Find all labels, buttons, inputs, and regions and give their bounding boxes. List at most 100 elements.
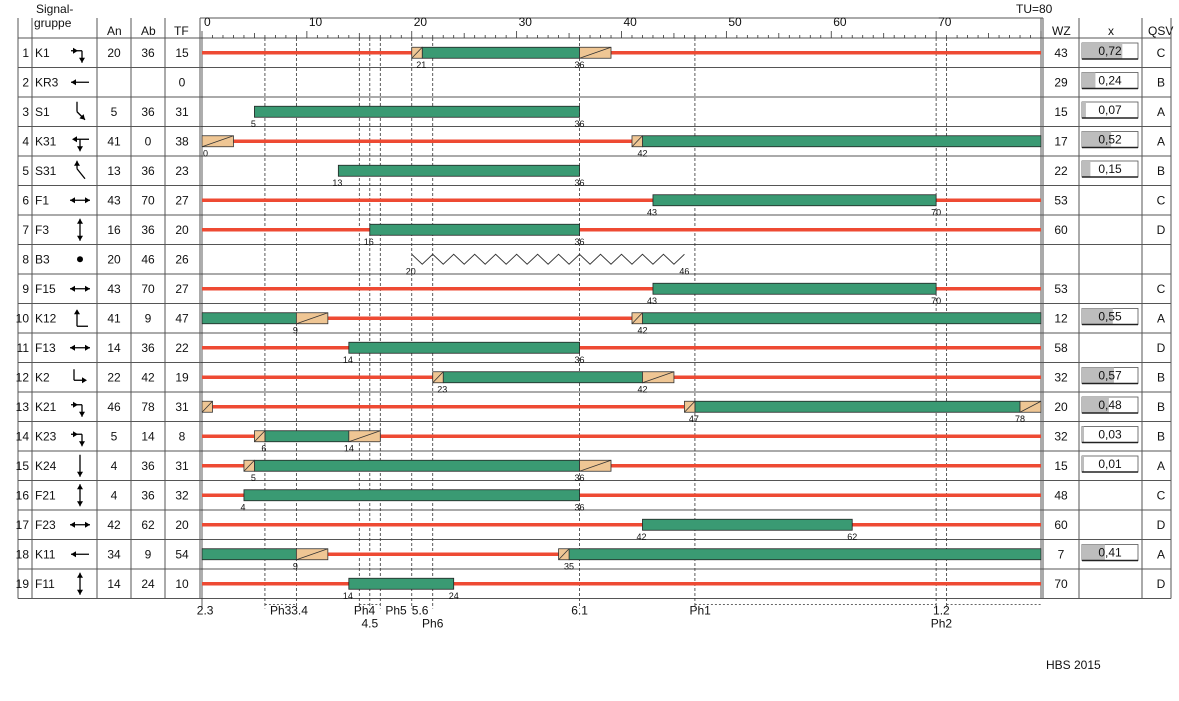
time-tick-label: 0 (204, 15, 211, 29)
cell-tf: 31 (175, 400, 189, 414)
cell-tf: 0 (179, 75, 186, 89)
signal-group-name: K31 (35, 134, 57, 148)
icon-arrowhead (70, 521, 75, 528)
cell-an: 14 (107, 577, 121, 591)
signal-group-name: S31 (35, 164, 57, 178)
green-bar (642, 518, 853, 531)
row-number: 15 (16, 459, 30, 473)
row-number: 14 (16, 429, 30, 443)
icon-arrowhead (85, 344, 90, 351)
cell-qsv: A (1157, 547, 1165, 561)
cell-an: 20 (107, 252, 121, 266)
header-an: An (107, 24, 122, 38)
cell-qsv: A (1157, 105, 1165, 119)
green-bar (421, 46, 580, 59)
cell-x: 0,57 (1098, 369, 1122, 383)
time-label-start: 42 (636, 532, 646, 542)
cell-tf: 15 (175, 46, 189, 60)
signal-icon-right-down (71, 431, 85, 447)
time-label-end: 42 (637, 325, 647, 335)
phase-label: Ph3 (270, 604, 292, 618)
footer-label: HBS 2015 (1046, 658, 1101, 672)
amber-diagonal (411, 46, 423, 59)
cell-ab: 24 (141, 577, 155, 591)
row-number: 4 (22, 134, 29, 148)
cell-an: 41 (107, 134, 121, 148)
signal-group-name: F11 (35, 577, 55, 591)
signal-group-name: K23 (35, 429, 57, 443)
row-number: 3 (22, 105, 29, 119)
cell-ab: 46 (141, 252, 155, 266)
cell-ab: 36 (141, 459, 155, 473)
cell-ab: 36 (141, 164, 155, 178)
time-tick-label: 50 (728, 15, 742, 29)
cell-tf: 27 (175, 193, 189, 207)
row-number: 19 (16, 577, 30, 591)
time-label-end: 70 (931, 296, 941, 306)
cell-x: 0,03 (1098, 428, 1122, 442)
cell-qsv: B (1157, 400, 1165, 414)
time-label-end: 36 (575, 60, 585, 70)
signal-group-name: K24 (35, 459, 57, 473)
icon-arrowhead (77, 501, 83, 507)
time-label-end: 36 (575, 355, 585, 365)
time-tick-label: 60 (833, 15, 847, 29)
time-label-start: 13 (332, 178, 342, 188)
signal-icon-right-down (71, 401, 85, 417)
cell-an: 46 (107, 400, 121, 414)
cell-qsv: C (1157, 193, 1166, 207)
signal-icon-diag-down (76, 101, 86, 121)
time-label-start: 16 (364, 237, 374, 247)
icon-arrowhead (77, 235, 83, 241)
amber-diagonal (579, 46, 612, 59)
time-label-start: 5 (251, 473, 256, 483)
time-tick-label: 30 (519, 15, 533, 29)
x-fill (1082, 397, 1109, 413)
cell-tf: 38 (175, 134, 189, 148)
icon-arrowhead (82, 377, 87, 384)
phase-label: 1.2 (933, 604, 950, 618)
phase-label: Ph4 (354, 604, 376, 618)
cell-tf: 20 (175, 518, 189, 532)
cycle-time-label: TU=80 (1016, 2, 1053, 16)
amber-diagonal (558, 548, 570, 561)
header-wz: WZ (1052, 24, 1071, 38)
cell-qsv: A (1157, 459, 1165, 473)
cell-x: 0,15 (1098, 162, 1122, 176)
time-label-start: 43 (647, 296, 657, 306)
cell-wz: 60 (1054, 223, 1068, 237)
header-signal: Signal- (36, 2, 73, 16)
icon-arrowhead (73, 401, 78, 408)
signal-group-name: F13 (35, 341, 56, 355)
time-label-start: 47 (689, 414, 699, 424)
cell-tf: 19 (175, 370, 189, 384)
cell-an: 20 (107, 46, 121, 60)
green-bar (694, 400, 1021, 413)
green-bar (568, 548, 1042, 561)
signal-group-name: K21 (35, 400, 57, 414)
time-label-end: 42 (637, 148, 647, 158)
time-label-end: 46 (679, 266, 689, 276)
cell-x: 0,24 (1098, 74, 1122, 88)
cell-tf: 31 (175, 459, 189, 473)
amber-diagonal (243, 459, 255, 472)
icon-arrowhead (77, 589, 83, 595)
x-fill (1082, 43, 1123, 59)
signal-group-name: KR3 (35, 75, 59, 89)
amber-diagonal (296, 312, 328, 325)
cell-wz: 17 (1054, 134, 1068, 148)
cell-ab: 36 (141, 105, 155, 119)
cell-tf: 32 (175, 488, 189, 502)
time-label-start: 21 (416, 60, 426, 70)
green-bar (337, 164, 580, 177)
signal-group-name: F1 (35, 193, 49, 207)
green-bar (348, 577, 455, 590)
icon-arrowhead (77, 572, 83, 578)
signal-icon-down (77, 454, 83, 477)
cell-x: 0,41 (1098, 546, 1122, 560)
icon-arrowhead (74, 160, 80, 166)
time-label-end: 35 (564, 561, 574, 571)
signal-icon-diag-up (74, 160, 86, 180)
cell-wz: 43 (1054, 46, 1068, 60)
green-bar (642, 312, 1042, 325)
